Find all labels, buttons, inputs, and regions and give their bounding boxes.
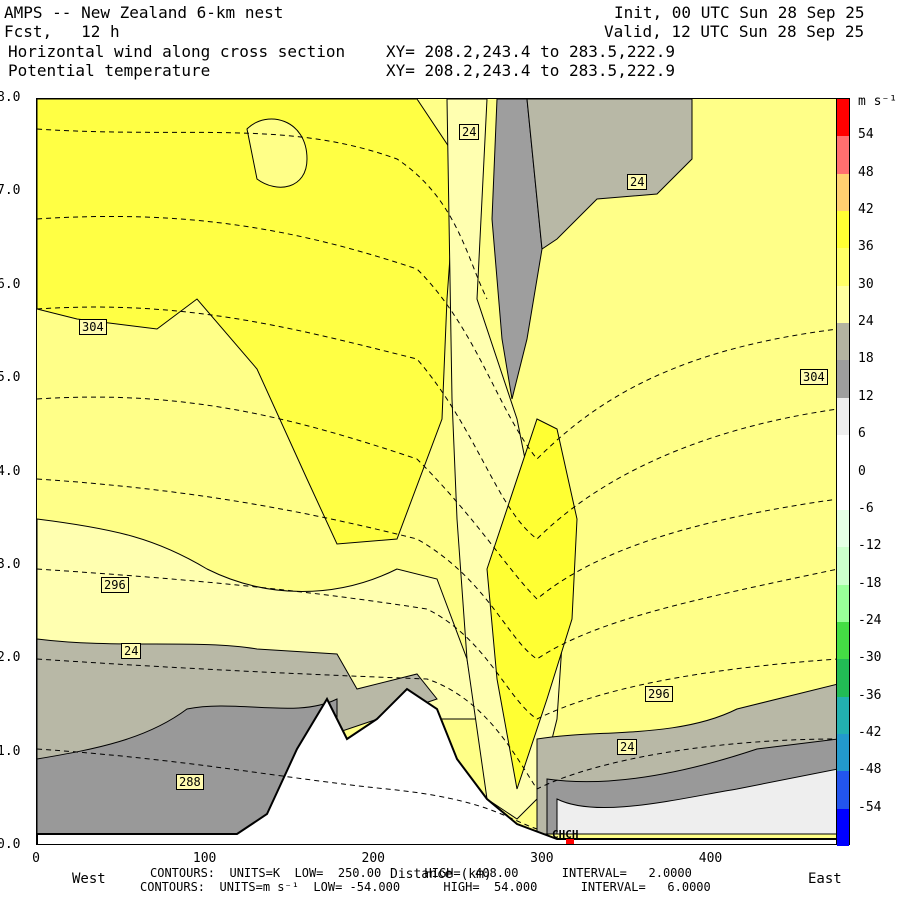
colorbar-level-label: -42	[858, 724, 882, 740]
colorbar-segment	[837, 509, 849, 548]
field-wind-title: Horizontal wind along cross section	[8, 42, 346, 61]
y-tick-label: 2.0	[0, 650, 21, 666]
colorbar-segment	[837, 323, 849, 361]
y-tick-label: 8.0	[0, 90, 21, 105]
theta-contour-label: 288	[176, 774, 204, 790]
colorbar-level-label: 24	[858, 314, 874, 330]
field-theta-title: Potential temperature	[8, 61, 211, 80]
forecast-hour: Fcst, 12 h	[4, 22, 120, 41]
colorbar-units: m s⁻¹	[858, 94, 898, 109]
theta-contours	[37, 128, 836, 830]
colorbar-level-label: 6	[858, 426, 866, 442]
colorbar-segment	[837, 397, 849, 436]
xy-coords-1: XY= 208.2,243.4 to 283.5,222.9	[386, 42, 675, 61]
colorbar-level-label: -54	[858, 799, 882, 815]
colorbar	[836, 98, 850, 846]
colorbar-level-label: 18	[858, 351, 874, 367]
colorbar-level-label: -6	[858, 500, 874, 516]
colorbar-segment	[837, 173, 849, 212]
init-time: Init, 00 UTC Sun 28 Sep 25	[614, 3, 865, 22]
y-tick-label: 5.0	[0, 370, 21, 386]
colorbar-segment	[837, 136, 849, 174]
colorbar-segment	[837, 584, 849, 622]
y-tick-label: 1.0	[0, 743, 21, 759]
x-tick-label: 100	[192, 851, 217, 866]
theta-contour-label: 304	[79, 319, 107, 335]
distance-axis-label: Distance (km)	[390, 867, 492, 882]
jet-corridor-yellow	[486, 418, 578, 790]
colorbar-level-label: -18	[858, 575, 882, 591]
y-tick-label: 3.0	[0, 556, 21, 572]
colorbar-level-label: -12	[858, 538, 882, 554]
wind-24-tongue	[526, 99, 693, 250]
east-label: East	[808, 871, 842, 887]
colorbar-segment	[837, 659, 849, 697]
x-tick-label: 300	[530, 851, 554, 866]
colorbar-level-label: 54	[858, 127, 874, 143]
chch-label: CHCH	[552, 828, 579, 841]
valid-time: Valid, 12 UTC Sun 28 Sep 25	[604, 22, 865, 41]
x-tick-label: 400	[698, 851, 723, 866]
colorbar-segment	[837, 547, 849, 585]
colorbar-level-label: -48	[858, 762, 882, 778]
colorbar-level-label: 36	[858, 239, 874, 255]
xy-coords-2: XY= 208.2,243.4 to 283.5,222.9	[386, 61, 675, 80]
colorbar-segment	[837, 99, 849, 137]
colorbar-segment	[837, 211, 849, 249]
theta-contour-label: 296	[645, 686, 673, 702]
colorbar-segment	[837, 621, 849, 660]
colorbar-level-label: -36	[858, 687, 882, 703]
chch-marker	[566, 839, 574, 844]
cross-section-svg	[37, 99, 836, 844]
colorbar-segment	[837, 285, 849, 324]
colorbar-segment	[837, 696, 849, 734]
colorbar-segment	[837, 808, 849, 846]
footer-theta-contours: CONTOURS: UNITS=K LOW= 250.00 HIGH= 408.…	[150, 866, 692, 880]
wind-12-band-west	[37, 698, 338, 835]
y-tick-label: 0.0	[0, 837, 21, 852]
footer-wind-contours: CONTOURS: UNITS=m s⁻¹ LOW= -54.000 HIGH=…	[140, 880, 711, 894]
theta-contour-label: 304	[800, 369, 828, 385]
wind-contour-label: 24	[121, 643, 142, 659]
colorbar-level-label: 42	[858, 202, 874, 218]
theta-contour-label: 296	[101, 577, 129, 593]
colorbar-level-label: 30	[858, 276, 874, 292]
colorbar-segment	[837, 771, 849, 809]
y-tick-label: 7.0	[0, 183, 21, 199]
wind-contour-label: 24	[627, 174, 648, 190]
x-tick-label: 0	[32, 851, 40, 866]
y-tick-label: 6.0	[0, 276, 21, 292]
colorbar-level-label: 48	[858, 164, 874, 180]
colorbar-segment	[837, 435, 849, 473]
colorbar-level-label: 12	[858, 388, 874, 404]
west-label: West	[72, 871, 106, 887]
colorbar-level-label: -24	[858, 612, 882, 628]
wind-contour-label: 24	[459, 124, 480, 140]
colorbar-level-label: 0	[858, 463, 866, 479]
colorbar-segment	[837, 248, 849, 286]
x-tick-label: 200	[361, 851, 385, 866]
wind-contour-label: 24	[617, 739, 638, 755]
y-tick-label: 4.0	[0, 463, 21, 479]
colorbar-level-label: -30	[858, 650, 882, 666]
cross-section-plot: 24 24 24 24 304 304 296 296 288	[36, 98, 837, 845]
model-title: AMPS -- New Zealand 6-km nest	[4, 3, 284, 22]
terrain	[37, 687, 836, 844]
wind-6-band-east	[556, 768, 836, 835]
colorbar-segment	[837, 733, 849, 772]
colorbar-segment	[837, 472, 849, 510]
colorbar-segment	[837, 360, 849, 398]
